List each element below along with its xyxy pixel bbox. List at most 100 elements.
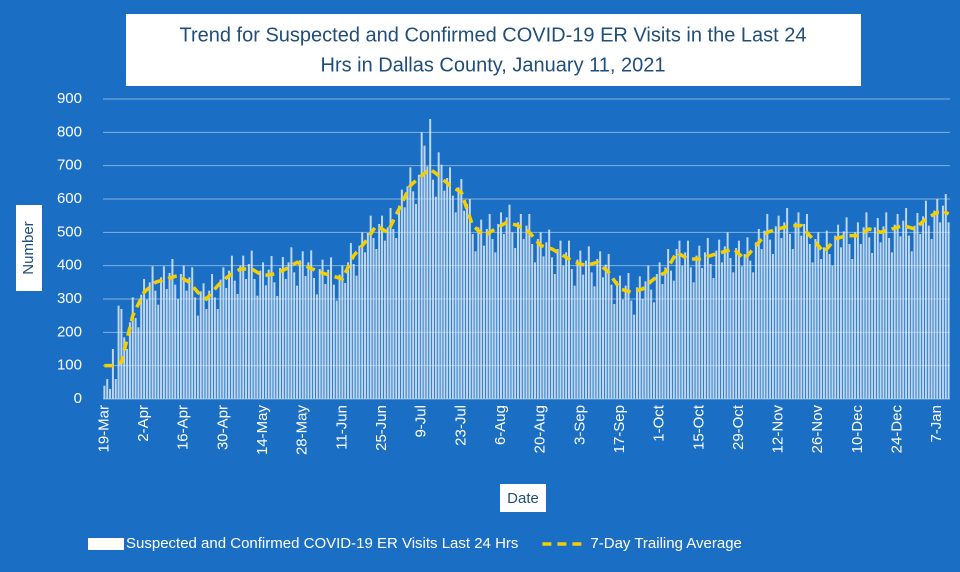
bar xyxy=(545,242,548,399)
bar xyxy=(347,262,350,399)
bar xyxy=(689,267,692,399)
bar xyxy=(485,229,488,399)
bar xyxy=(794,222,797,399)
x-tick-label: 1-Oct xyxy=(651,404,668,442)
bar xyxy=(330,257,333,399)
bar xyxy=(468,199,471,399)
bar xyxy=(565,252,568,399)
bar xyxy=(627,273,630,399)
x-tick-label: 6-Aug xyxy=(492,405,509,445)
bar xyxy=(601,277,604,399)
bar xyxy=(140,294,143,399)
bar xyxy=(752,272,755,399)
bar xyxy=(584,260,587,399)
bar xyxy=(922,216,925,399)
bar xyxy=(672,280,675,399)
bar xyxy=(842,231,845,399)
bar xyxy=(536,239,539,399)
y-tick-label: 0 xyxy=(74,390,82,407)
bar xyxy=(805,214,808,399)
bar xyxy=(822,247,825,399)
bar xyxy=(171,259,174,399)
x-tick-label: 7-Jan xyxy=(928,405,945,443)
bar xyxy=(228,270,231,399)
bar xyxy=(245,279,248,399)
bar xyxy=(423,145,426,399)
bar xyxy=(771,254,774,399)
bar xyxy=(692,282,695,399)
bar xyxy=(655,274,658,399)
bar xyxy=(517,222,519,399)
y-tick-label: 200 xyxy=(57,323,82,340)
bar xyxy=(239,265,242,399)
bar xyxy=(318,269,321,399)
bar xyxy=(415,204,418,399)
bar xyxy=(457,187,460,399)
bar xyxy=(179,274,182,399)
bar xyxy=(749,260,752,399)
bar xyxy=(267,269,270,399)
bar xyxy=(216,309,219,399)
bar xyxy=(658,262,661,399)
bar xyxy=(763,230,766,399)
bar xyxy=(324,284,327,399)
bar xyxy=(222,267,225,399)
bar xyxy=(290,247,293,399)
bar xyxy=(313,278,316,399)
bar xyxy=(502,234,505,399)
bar xyxy=(134,318,137,399)
bar xyxy=(568,240,570,399)
bar xyxy=(406,186,409,399)
bar xyxy=(873,227,876,399)
bar xyxy=(913,225,916,399)
bar xyxy=(868,237,871,399)
x-label-box xyxy=(500,484,546,512)
bar xyxy=(788,234,791,399)
x-axis-label: Date xyxy=(507,490,539,507)
x-tick-label: 19-Mar xyxy=(95,405,112,453)
bar xyxy=(882,226,885,399)
bar xyxy=(593,286,596,399)
bar xyxy=(321,259,324,399)
bar xyxy=(635,287,638,399)
bar xyxy=(865,212,868,399)
bar xyxy=(191,267,194,399)
bar xyxy=(463,210,466,399)
axes: 0 100 200 300 400 500 600 700 800 900 19-Mar 2-Apr 1… xyxy=(57,90,945,455)
bar xyxy=(168,273,171,399)
y-tick-label: 100 xyxy=(57,357,82,374)
bar xyxy=(783,222,786,399)
bar xyxy=(534,262,536,399)
bar xyxy=(888,238,891,399)
y-tick-label: 500 xyxy=(57,223,82,240)
bar xyxy=(916,213,919,399)
bar xyxy=(307,262,310,399)
x-tick-label: 11-Jun xyxy=(333,405,350,450)
bar xyxy=(905,208,908,399)
bar xyxy=(273,282,276,399)
bar xyxy=(344,283,347,399)
x-tick-label: 17-Sep xyxy=(611,405,628,453)
bar xyxy=(582,274,585,399)
bar xyxy=(774,226,777,399)
x-tick-label: 30-Apr xyxy=(214,405,231,450)
bar xyxy=(531,244,534,399)
bar xyxy=(834,235,837,399)
bar xyxy=(301,251,304,399)
bar xyxy=(194,297,197,399)
x-tick-label: 23-Jul xyxy=(452,405,469,446)
bar xyxy=(304,276,307,399)
bar xyxy=(276,296,279,399)
bar xyxy=(460,179,463,399)
x-tick-label: 9-Jul xyxy=(413,405,430,438)
bar xyxy=(247,264,250,399)
bar xyxy=(372,238,375,399)
bar xyxy=(480,219,483,399)
bar xyxy=(760,249,763,399)
bar xyxy=(811,262,814,399)
bar xyxy=(684,252,687,399)
bar xyxy=(927,225,930,399)
bar xyxy=(587,246,590,399)
bar xyxy=(548,229,551,399)
